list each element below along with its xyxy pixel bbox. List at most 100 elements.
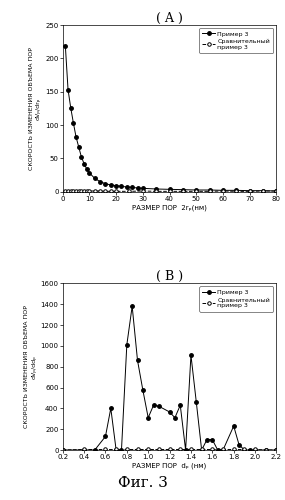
Сравнительный
пример 3 xyxy=(141,188,144,194)
Пример 3 xyxy=(80,154,83,160)
Text: Фиг. 3: Фиг. 3 xyxy=(118,476,168,490)
Пример 3 xyxy=(189,352,193,358)
Сравнительный
пример 3 xyxy=(208,188,211,194)
Пример 3 xyxy=(146,414,150,420)
Сравнительный
пример 3 xyxy=(146,446,150,452)
Пример 3 xyxy=(141,387,144,393)
Пример 3 xyxy=(173,414,177,420)
Сравнительный
пример 3 xyxy=(168,446,171,452)
Сравнительный
пример 3 xyxy=(64,188,67,194)
Пример 3 xyxy=(248,447,251,453)
Сравнительный
пример 3 xyxy=(69,188,72,194)
Пример 3 xyxy=(248,188,251,194)
Пример 3 xyxy=(125,184,129,190)
Сравнительный
пример 3 xyxy=(221,446,225,452)
Пример 3 xyxy=(181,186,185,192)
Сравнительный
пример 3 xyxy=(200,446,203,452)
Сравнительный
пример 3 xyxy=(181,188,185,194)
Пример 3 xyxy=(131,184,134,190)
Line: Пример 3: Пример 3 xyxy=(61,304,278,452)
Пример 3 xyxy=(109,406,113,411)
Пример 3 xyxy=(232,423,235,429)
Сравнительный
пример 3 xyxy=(125,446,129,452)
Пример 3 xyxy=(61,447,64,453)
Сравнительный
пример 3 xyxy=(275,447,278,453)
Пример 3 xyxy=(82,447,86,453)
Пример 3 xyxy=(200,447,203,453)
Пример 3 xyxy=(104,434,107,440)
Сравнительный
пример 3 xyxy=(82,188,86,194)
Сравнительный
пример 3 xyxy=(157,446,161,452)
Сравнительный
пример 3 xyxy=(80,188,83,194)
Пример 3 xyxy=(109,182,113,188)
Line: Сравнительный
пример 3: Сравнительный пример 3 xyxy=(61,448,278,452)
Пример 3 xyxy=(136,185,139,191)
Сравнительный
пример 3 xyxy=(235,188,238,194)
Пример 3 xyxy=(64,44,67,50)
Пример 3 xyxy=(115,182,118,188)
Пример 3 xyxy=(275,447,278,453)
Пример 3 xyxy=(120,447,123,453)
Сравнительный
пример 3 xyxy=(261,188,265,194)
Пример 3 xyxy=(237,442,241,448)
Сравнительный
пример 3 xyxy=(115,188,118,194)
Сравнительный
пример 3 xyxy=(189,446,193,452)
Пример 3 xyxy=(115,447,118,453)
Пример 3 xyxy=(93,447,96,453)
Сравнительный
пример 3 xyxy=(109,188,113,194)
Y-axis label: СКОРОСТЬ ИЗМЕНЕНИЯ ОБЪЕМА ПОР
dVₚ/drₚ: СКОРОСТЬ ИЗМЕНЕНИЯ ОБЪЕМА ПОР dVₚ/drₚ xyxy=(29,47,41,170)
Сравнительный
пример 3 xyxy=(72,188,75,194)
Legend: Пример 3, Сравнительный
пример 3: Пример 3, Сравнительный пример 3 xyxy=(199,286,273,312)
Пример 3 xyxy=(74,134,78,140)
Пример 3 xyxy=(141,186,144,192)
Пример 3 xyxy=(120,184,123,190)
Пример 3 xyxy=(211,436,214,442)
Пример 3 xyxy=(184,447,187,453)
Сравнительный
пример 3 xyxy=(154,188,158,194)
Сравнительный
пример 3 xyxy=(221,188,225,194)
Пример 3 xyxy=(104,180,107,186)
Title: ( A ): ( A ) xyxy=(156,12,183,25)
Пример 3 xyxy=(195,399,198,405)
Сравнительный
пример 3 xyxy=(178,446,182,452)
Пример 3 xyxy=(168,186,171,192)
Пример 3 xyxy=(85,166,88,172)
Пример 3 xyxy=(243,447,246,453)
X-axis label: РАЗМЕР ПОР  2rₚ(нм): РАЗМЕР ПОР 2rₚ(нм) xyxy=(132,204,207,211)
Пример 3 xyxy=(98,178,102,184)
Пример 3 xyxy=(152,402,155,408)
Пример 3 xyxy=(82,160,86,166)
Legend: Пример 3, Сравнительный
пример 3: Пример 3, Сравнительный пример 3 xyxy=(199,28,273,53)
Title: ( B ): ( B ) xyxy=(156,270,183,283)
Пример 3 xyxy=(93,176,96,182)
Сравнительный
пример 3 xyxy=(264,447,267,453)
Сравнительный
пример 3 xyxy=(275,188,278,194)
Line: Сравнительный
пример 3: Сравнительный пример 3 xyxy=(64,190,278,193)
Сравнительный
пример 3 xyxy=(136,446,139,452)
Сравнительный
пример 3 xyxy=(93,188,96,194)
Пример 3 xyxy=(216,447,219,453)
Пример 3 xyxy=(208,187,211,193)
Пример 3 xyxy=(154,186,158,192)
Пример 3 xyxy=(77,144,80,150)
Сравнительный
пример 3 xyxy=(104,446,107,452)
Пример 3 xyxy=(275,188,278,194)
Пример 3 xyxy=(264,447,267,453)
Пример 3 xyxy=(157,404,161,409)
Пример 3 xyxy=(136,358,139,364)
Пример 3 xyxy=(221,447,225,453)
Сравнительный
пример 3 xyxy=(98,188,102,194)
Пример 3 xyxy=(69,104,72,110)
Пример 3 xyxy=(125,342,129,348)
Сравнительный
пример 3 xyxy=(232,446,235,452)
Сравнительный
пример 3 xyxy=(88,188,91,194)
Пример 3 xyxy=(178,402,182,408)
Пример 3 xyxy=(168,409,171,415)
Y-axis label: СКОРОСТЬ ИЗМЕНЕНИЯ ОБЪЕМА ПОР
dVₚ/ddₚ: СКОРОСТЬ ИЗМЕНЕНИЯ ОБЪЕМА ПОР dVₚ/ddₚ xyxy=(24,305,36,428)
Сравнительный
пример 3 xyxy=(243,446,246,452)
Пример 3 xyxy=(195,187,198,193)
Сравнительный
пример 3 xyxy=(82,446,86,452)
Пример 3 xyxy=(205,436,209,442)
Пример 3 xyxy=(72,120,75,126)
X-axis label: РАЗМЕР ПОР  dₚ (нм): РАЗМЕР ПОР dₚ (нм) xyxy=(133,463,207,469)
